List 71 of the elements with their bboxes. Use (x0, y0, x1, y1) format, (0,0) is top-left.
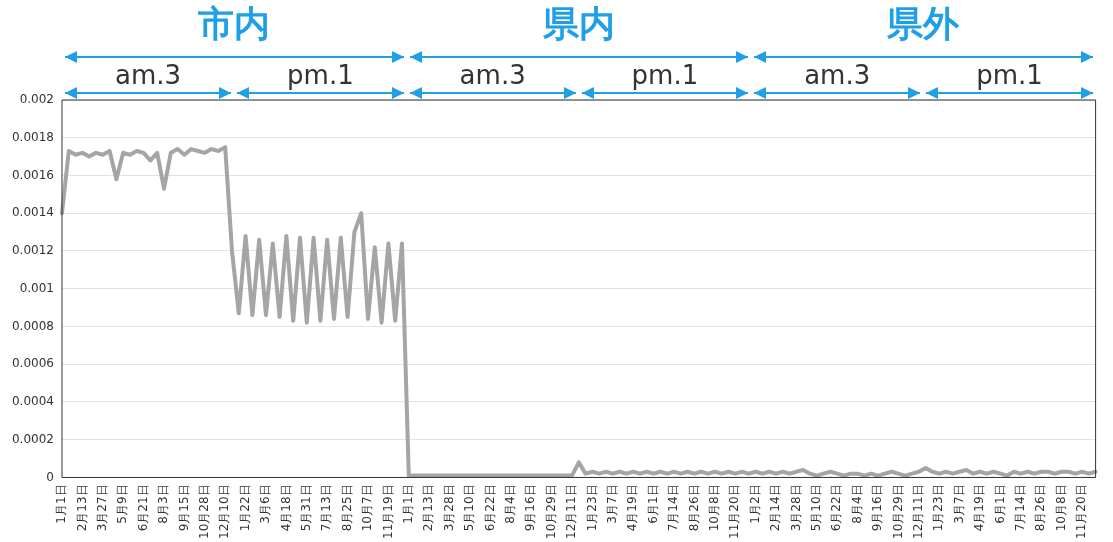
y-tick-label: 0.0012 (11, 243, 54, 258)
x-tick-label: 11月20日 (727, 484, 742, 540)
x-tick-label: 3月7日 (951, 484, 966, 524)
x-tick-label: 4月18日 (278, 484, 293, 532)
x-tick-label: 8月26日 (1033, 484, 1048, 532)
x-tick-label: 11月20日 (1074, 484, 1089, 540)
text: am.3 (115, 60, 182, 90)
x-tick-label: 12月11日 (910, 484, 925, 540)
x-tick-label: 5月31日 (298, 484, 313, 532)
x-tick-label: 1月1日 (400, 484, 415, 524)
x-tick-label: 11月19日 (380, 484, 395, 540)
y-tick-label: 0 (46, 469, 54, 484)
x-tick-label: 12月10日 (217, 484, 232, 540)
x-tick-label: 10月8日 (706, 484, 721, 532)
text: am.3 (459, 60, 526, 90)
x-tick-label: 2月14日 (768, 484, 783, 532)
y-tick-label: 0.0006 (11, 356, 54, 371)
y-tick-label: 0.001 (19, 280, 54, 295)
y-tick-label: 0.0018 (11, 129, 54, 144)
x-tick-label: 8月4日 (849, 484, 864, 524)
x-tick-label: 3月7日 (604, 484, 619, 524)
x-tick-label: 8月4日 (502, 484, 517, 524)
x-tick-label: 6月22日 (829, 484, 844, 532)
x-tick-label: 3月6日 (258, 484, 273, 524)
x-tick-label: 3月28日 (441, 484, 456, 532)
x-tick-label: 10月29日 (543, 484, 558, 540)
x-tick-label: 1月2日 (747, 484, 762, 524)
text: 県外 (887, 3, 960, 44)
y-tick-label: 0.0008 (11, 318, 54, 333)
x-tick-label: 12月11日 (564, 484, 579, 540)
x-tick-label: 8月26日 (686, 484, 701, 532)
x-tick-label: 10月7日 (360, 484, 375, 532)
x-tick-label: 1月23日 (584, 484, 599, 532)
x-tick-label: 7月13日 (319, 484, 334, 532)
x-tick-label: 8月25日 (339, 484, 354, 532)
x-tick-label: 7月14日 (1012, 484, 1027, 532)
x-tick-label: 5月10日 (808, 484, 823, 532)
x-tick-label: 9月16日 (870, 484, 885, 532)
x-tick-label: 10月29日 (890, 484, 905, 540)
text: pm.1 (631, 60, 699, 90)
x-tick-label: 6月21日 (135, 484, 150, 532)
x-tick-label: 4月19日 (972, 484, 987, 532)
text: pm.1 (287, 60, 354, 90)
x-tick-label: 3月28日 (788, 484, 803, 532)
x-tick-label: 7月14日 (666, 484, 681, 532)
y-tick-label: 0.0016 (11, 167, 54, 182)
x-tick-label: 1月23日 (931, 484, 946, 532)
x-tick-label: 8月3日 (156, 484, 171, 524)
x-tick-label: 10月8日 (1053, 484, 1068, 532)
x-tick-label: 4月19日 (625, 484, 640, 532)
x-tick-label: 5月9日 (115, 484, 130, 524)
x-tick-label: 10月28日 (196, 484, 211, 540)
y-tick-label: 0.0004 (11, 394, 54, 409)
x-tick-label: 6月1日 (645, 484, 660, 524)
x-tick-label: 5月10日 (462, 484, 477, 532)
x-tick-label: 1月1日 (54, 484, 69, 524)
text: 市内 (198, 3, 271, 44)
text: am.3 (804, 60, 871, 90)
x-tick-label: 1月22日 (237, 484, 252, 532)
x-tick-label: 6月22日 (482, 484, 497, 532)
y-tick-label: 0.002 (19, 92, 54, 107)
x-tick-label: 6月1日 (992, 484, 1007, 524)
text: pm.1 (976, 60, 1043, 90)
x-tick-label: 2月13日 (421, 484, 436, 532)
y-tick-label: 0.0002 (11, 431, 54, 446)
x-tick-label: 9月15日 (176, 484, 191, 532)
x-tick-label: 2月13日 (74, 484, 89, 532)
x-tick-label: 9月16日 (523, 484, 538, 532)
y-tick-label: 0.0014 (11, 205, 54, 220)
text: 県内 (542, 3, 615, 44)
x-tick-label: 3月27日 (94, 484, 109, 532)
